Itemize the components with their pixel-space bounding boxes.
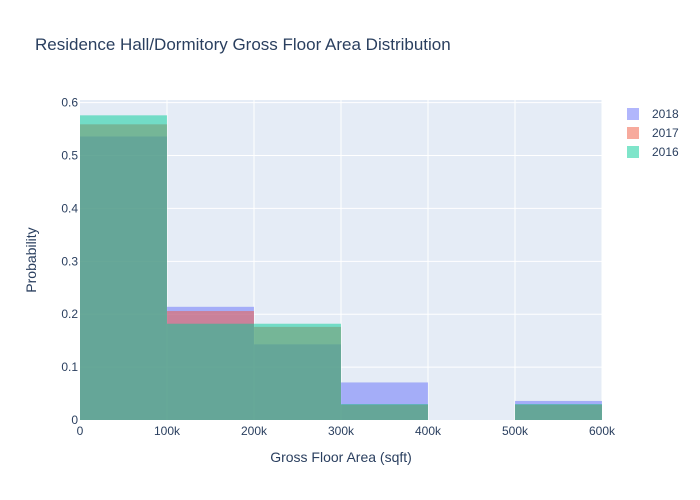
legend-swatch: [627, 127, 639, 139]
bars: [80, 115, 602, 421]
legend-swatch: [627, 108, 639, 120]
x-tick-label: 200k: [241, 424, 268, 438]
legend-label: 2018: [652, 107, 679, 121]
bar: [254, 323, 341, 420]
bar: [167, 323, 254, 420]
chart-title: Residence Hall/Dormitory Gross Floor Are…: [35, 35, 451, 54]
y-tick-label: 0.4: [61, 201, 78, 215]
legend-item-2017: 2017: [627, 126, 679, 140]
y-axis-title: Probability: [23, 227, 39, 292]
x-tick-label: 500k: [502, 424, 529, 438]
legend-swatch: [627, 146, 639, 158]
legend-item-2016: 2016: [627, 145, 679, 159]
legend-item-2018: 2018: [627, 107, 679, 121]
x-tick-label: 400k: [415, 424, 442, 438]
y-tick-label: 0.5: [61, 149, 78, 163]
x-tick-label: 600k: [589, 424, 616, 438]
bar: [515, 404, 602, 420]
bar: [341, 404, 428, 420]
x-axis-ticks: 0 100k 200k 300k 400k 500k 600k: [77, 424, 616, 438]
x-tick-label: 100k: [154, 424, 181, 438]
y-tick-label: 0.6: [61, 96, 78, 110]
y-tick-label: 0.2: [61, 307, 78, 321]
series-2016: [80, 115, 602, 421]
bar: [80, 115, 167, 421]
x-axis-title: Gross Floor Area (sqft): [270, 449, 412, 465]
x-tick-label: 0: [77, 424, 84, 438]
y-axis-ticks: 0 0.1 0.2 0.3 0.4 0.5 0.6: [61, 96, 78, 427]
y-tick-label: 0.3: [61, 254, 78, 268]
legend: 2018 2017 2016: [627, 107, 679, 159]
y-tick-label: 0.1: [61, 360, 78, 374]
y-tick-label: 0: [71, 413, 78, 427]
legend-label: 2017: [652, 126, 679, 140]
legend-label: 2016: [652, 145, 679, 159]
x-tick-label: 300k: [328, 424, 355, 438]
